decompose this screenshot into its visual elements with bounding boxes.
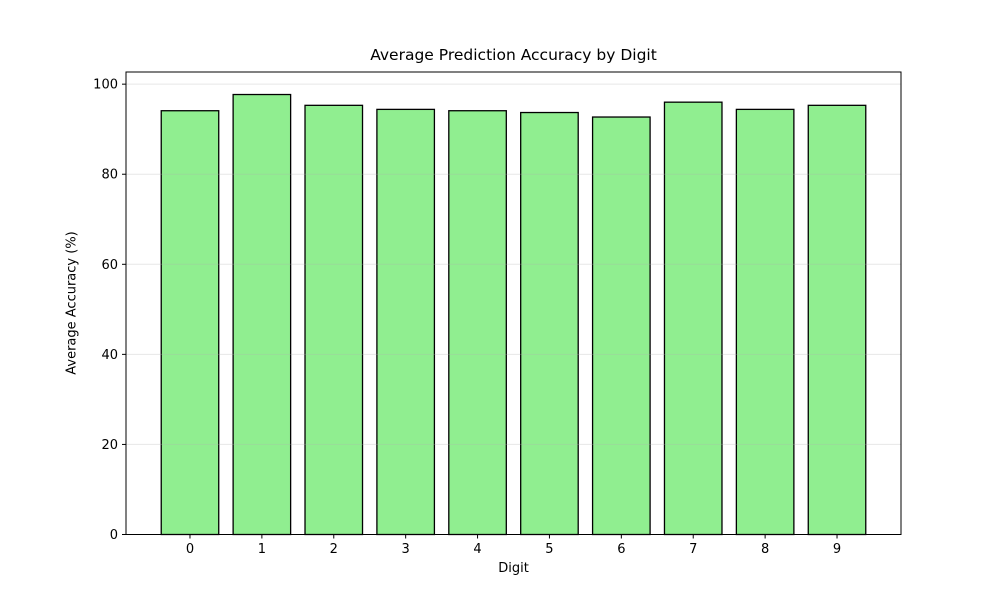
chart-title: Average Prediction Accuracy by Digit <box>370 46 657 64</box>
y-tick-label-80: 80 <box>101 168 118 183</box>
bar-digit-9 <box>807 104 867 536</box>
x-tick-label-1: 1 <box>258 542 266 557</box>
x-tick-label-2: 2 <box>330 542 338 557</box>
bar-digit-5 <box>520 111 579 536</box>
x-tick-label-9: 9 <box>833 542 841 557</box>
bar-digit-7 <box>663 101 723 536</box>
bar-digit-8 <box>735 108 795 536</box>
x-tick-label-8: 8 <box>761 542 769 557</box>
x-tick-label-5: 5 <box>545 542 553 557</box>
x-axis-label: Digit <box>498 561 529 576</box>
y-tick-label-40: 40 <box>101 348 118 363</box>
y-tick-label-100: 100 <box>93 78 118 93</box>
bar-digit-6 <box>591 116 651 536</box>
x-tick-label-3: 3 <box>402 542 410 557</box>
y-axis-label: Average Accuracy (%) <box>64 231 80 375</box>
y-tick-label-60: 60 <box>101 258 118 273</box>
x-tick-label-6: 6 <box>617 542 625 557</box>
x-tick-label-4: 4 <box>473 542 481 557</box>
y-tick-label-20: 20 <box>101 438 118 453</box>
bar-digit-4 <box>448 110 507 536</box>
y-tick-label-0: 0 <box>110 528 118 543</box>
x-tick-label-7: 7 <box>689 542 697 557</box>
x-tick-label-0: 0 <box>186 542 194 557</box>
bar-digit-2 <box>304 104 364 536</box>
bar-digit-1 <box>232 93 292 536</box>
bar-digit-3 <box>376 108 436 536</box>
bar-digit-0 <box>160 110 220 536</box>
axes-spines <box>125 71 902 535</box>
